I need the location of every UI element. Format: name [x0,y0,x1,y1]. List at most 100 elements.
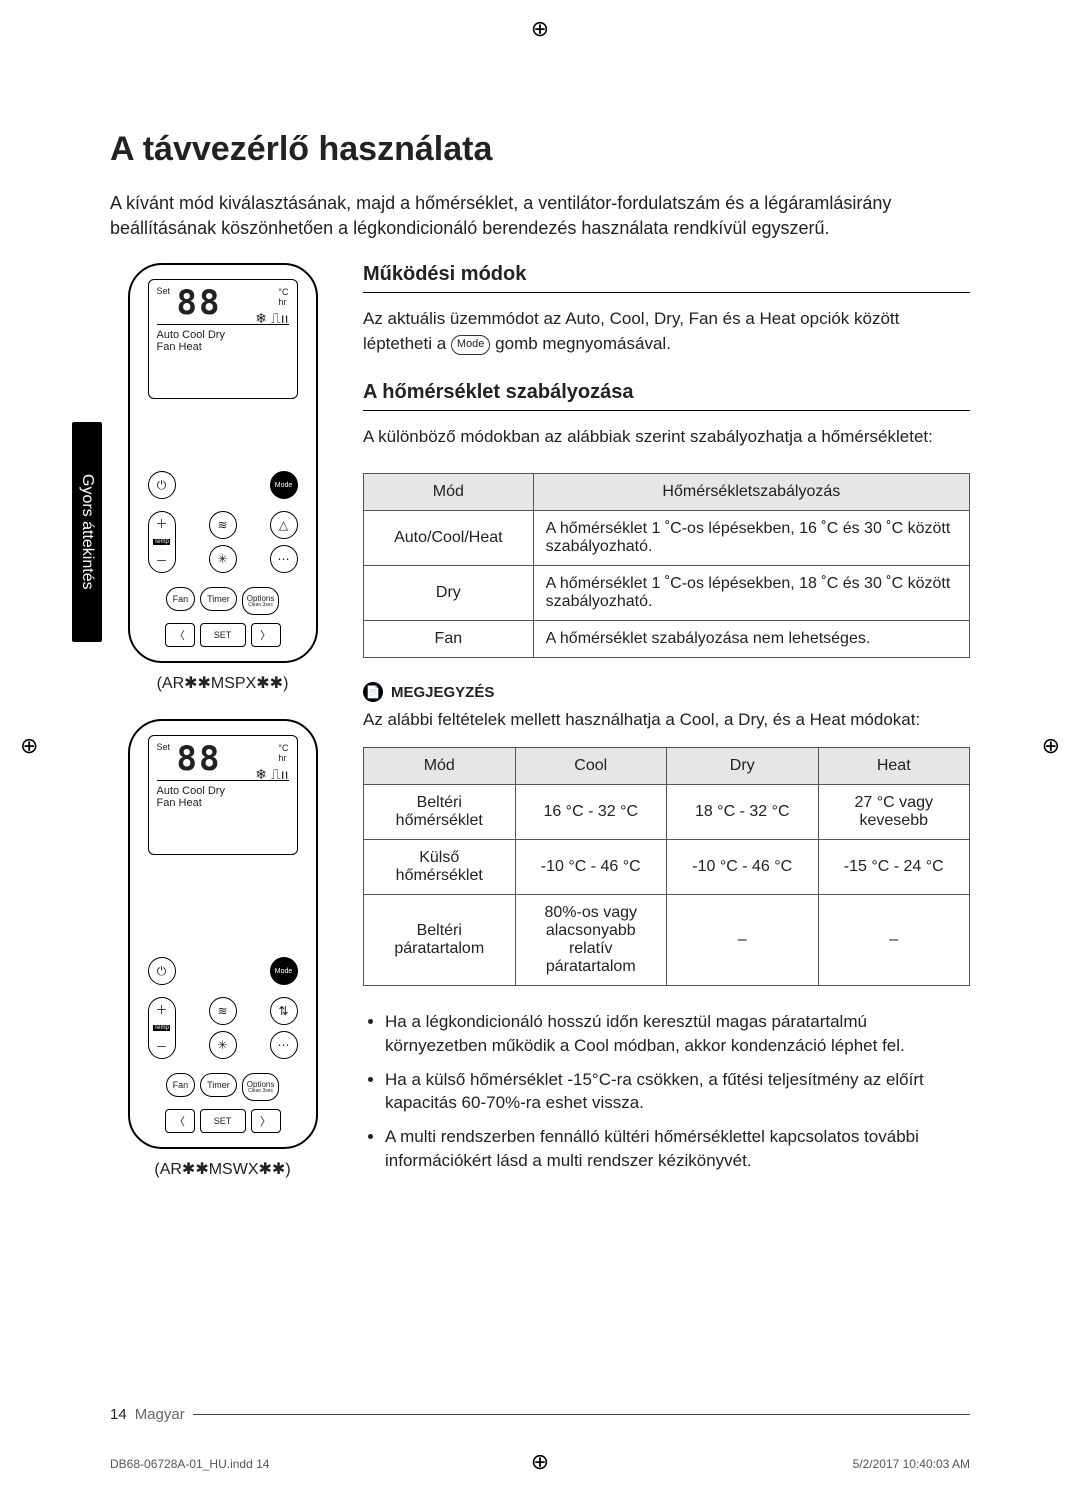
temp-label: Temp [153,1025,170,1031]
mode-button: Mode [270,957,298,985]
section1-text: Az aktuális üzemmódot az Auto, Cool, Dry… [363,307,970,356]
t2-r2c4: -15 °C - 24 °C [818,839,970,894]
section2-heading: A hőmérséklet szabályozása [363,381,970,404]
t2-h3: Dry [667,747,819,784]
t1-r3c1: Fan [364,621,534,658]
t2-r1c4: 27 °C vagy kevesebb [818,784,970,839]
right-column: Működési módok Az aktuális üzemmódot az … [363,263,970,1205]
page-footer: 14 Magyar [110,1406,970,1423]
set-button: SET [200,623,246,647]
airflow-button: △ [270,511,298,539]
power-button: ⏻ [148,957,176,985]
swing-button: ≋ [209,997,237,1025]
remote-illustration-1: Set 88 °Chr ❄ ⎍ıı Auto Cool Dry Fan Heat… [128,263,318,663]
mode-chip-icon: Mode [451,335,491,355]
note-icon: 📄 [363,682,383,702]
temp-label: Temp [153,539,170,545]
t2-h4: Heat [818,747,970,784]
t2-r3c2: 80%-os vagy alacsonyabb relatív páratart… [515,894,667,985]
extra-button: ⋯ [270,1031,298,1059]
t2-r1c3: 18 °C - 32 °C [667,784,819,839]
display-modes: Auto Cool Dry Fan Heat [157,329,289,353]
fan-button: Fan [166,1073,196,1097]
set-button: SET [200,1109,246,1133]
timer-button: Timer [200,1073,237,1097]
remote-display: Set 88 °Chr ❄ ⎍ıı Auto Cool Dry Fan Heat [148,735,298,855]
content-columns: Set 88 °Chr ❄ ⎍ıı Auto Cool Dry Fan Heat… [110,263,970,1205]
t1-r3c2: A hőmérséklet szabályozása nem lehetsége… [533,621,969,658]
t1-h2: Hőmérsékletszabályozás [533,474,969,511]
note-heading: 📄 MEGJEGYZÉS [363,682,970,702]
t2-r3c3: – [667,894,819,985]
section1-rule [363,292,970,293]
footer-rule [193,1414,970,1415]
t1-r1c2: A hőmérséklet 1 ˚C-os lépésekben, 16 ˚C … [533,511,969,566]
mode-button: Mode [270,471,298,499]
section2-rule [363,410,970,411]
registration-mark-top: ⊕ [531,16,549,42]
t1-r1c1: Auto/Cool/Heat [364,511,534,566]
t2-r1c2: 16 °C - 32 °C [515,784,667,839]
swing-button: ≋ [209,511,237,539]
power-button: ⏻ [148,471,176,499]
extra-button: ⋯ [270,545,298,573]
bullet-1: Ha a légkondicionáló hosszú időn kereszt… [385,1010,970,1058]
temp-rocker: ＋ Temp － [148,997,176,1059]
t2-r2c2: -10 °C - 46 °C [515,839,667,894]
display-modes-line2: Fan Heat [157,797,289,809]
t2-r1c1: Beltéri hőmérséklet [364,784,516,839]
temp-rocker: ＋ Temp － [148,511,176,573]
options-button: Options Clean 3sec [242,587,280,615]
options-button: Options Clean 3sec [242,1073,280,1101]
remote-buttons: ⏻ Mode ＋ Temp － ≋ ✳ [142,957,304,1133]
bullet-2: Ha a külső hőmérséklet -15°C-ra csökken,… [385,1068,970,1116]
section1-heading: Működési módok [363,263,970,286]
notes-list: Ha a légkondicionáló hosszú időn kereszt… [363,1010,970,1173]
print-info: DB68-06728A-01_HU.indd 14 5/2/2017 10:40… [110,1457,970,1471]
fan-speed-button: ✳ [209,545,237,573]
footer-language: Magyar [135,1406,185,1423]
temperature-control-table: Mód Hőmérsékletszabályozás Auto/Cool/Hea… [363,473,970,658]
bullet-3: A multi rendszerben fennálló kültéri hőm… [385,1125,970,1173]
display-modes-line1: Auto Cool Dry [157,329,289,341]
display-icons: ❄ ⎍ıı [255,766,288,783]
display-unit: °Chr [278,288,288,308]
remote1-caption: (AR✱✱MSPX✱✱) [157,673,289,693]
display-unit: °Chr [278,744,288,764]
display-modes-line2: Fan Heat [157,341,289,353]
print-file: DB68-06728A-01_HU.indd 14 [110,1457,269,1471]
page: ⊕ ⊕ ⊕ ⊕ Gyors áttekintés A távvezérlő ha… [0,0,1080,1491]
intro-text: A kívánt mód kiválasztásának, majd a hőm… [110,191,970,241]
display-set-label: Set [157,286,171,296]
airflow-button: ⇅ [270,997,298,1025]
timer-button: Timer [200,587,237,611]
left-column: Set 88 °Chr ❄ ⎍ıı Auto Cool Dry Fan Heat… [110,263,335,1205]
display-modes: Auto Cool Dry Fan Heat [157,785,289,809]
fan-button: Fan [166,587,196,611]
print-date: 5/2/2017 10:40:03 AM [853,1457,970,1471]
page-title: A távvezérlő használata [110,130,970,169]
right-button: 〉 [251,1109,281,1133]
side-tab: Gyors áttekintés [72,422,102,642]
t2-h2: Cool [515,747,667,784]
display-modes-line1: Auto Cool Dry [157,785,289,797]
remote-illustration-2: Set 88 °Chr ❄ ⎍ıı Auto Cool Dry Fan Heat… [128,719,318,1149]
footer-page-number: 14 [110,1406,127,1423]
t2-r2c3: -10 °C - 46 °C [667,839,819,894]
display-icons: ❄ ⎍ıı [255,310,288,327]
conditions-table: Mód Cool Dry Heat Beltéri hőmérséklet 16… [363,747,970,986]
note-text: Az alábbi feltételek mellett használhatj… [363,708,970,733]
display-set-label: Set [157,742,171,752]
left-button: 〈 [165,1109,195,1133]
fan-speed-button: ✳ [209,1031,237,1059]
t1-r2c2: A hőmérséklet 1 ˚C-os lépésekben, 18 ˚C … [533,566,969,621]
registration-mark-right: ⊕ [1042,733,1060,759]
remote2-caption: (AR✱✱MSWX✱✱) [154,1159,290,1179]
note-label: MEGJEGYZÉS [391,684,494,701]
left-button: 〈 [165,623,195,647]
t2-r3c1: Beltéri páratartalom [364,894,516,985]
section2-text: A különböző módokban az alábbiak szerint… [363,425,970,450]
remote-display: Set 88 °Chr ❄ ⎍ıı Auto Cool Dry Fan Heat [148,279,298,399]
t1-h1: Mód [364,474,534,511]
t2-r3c4: – [818,894,970,985]
